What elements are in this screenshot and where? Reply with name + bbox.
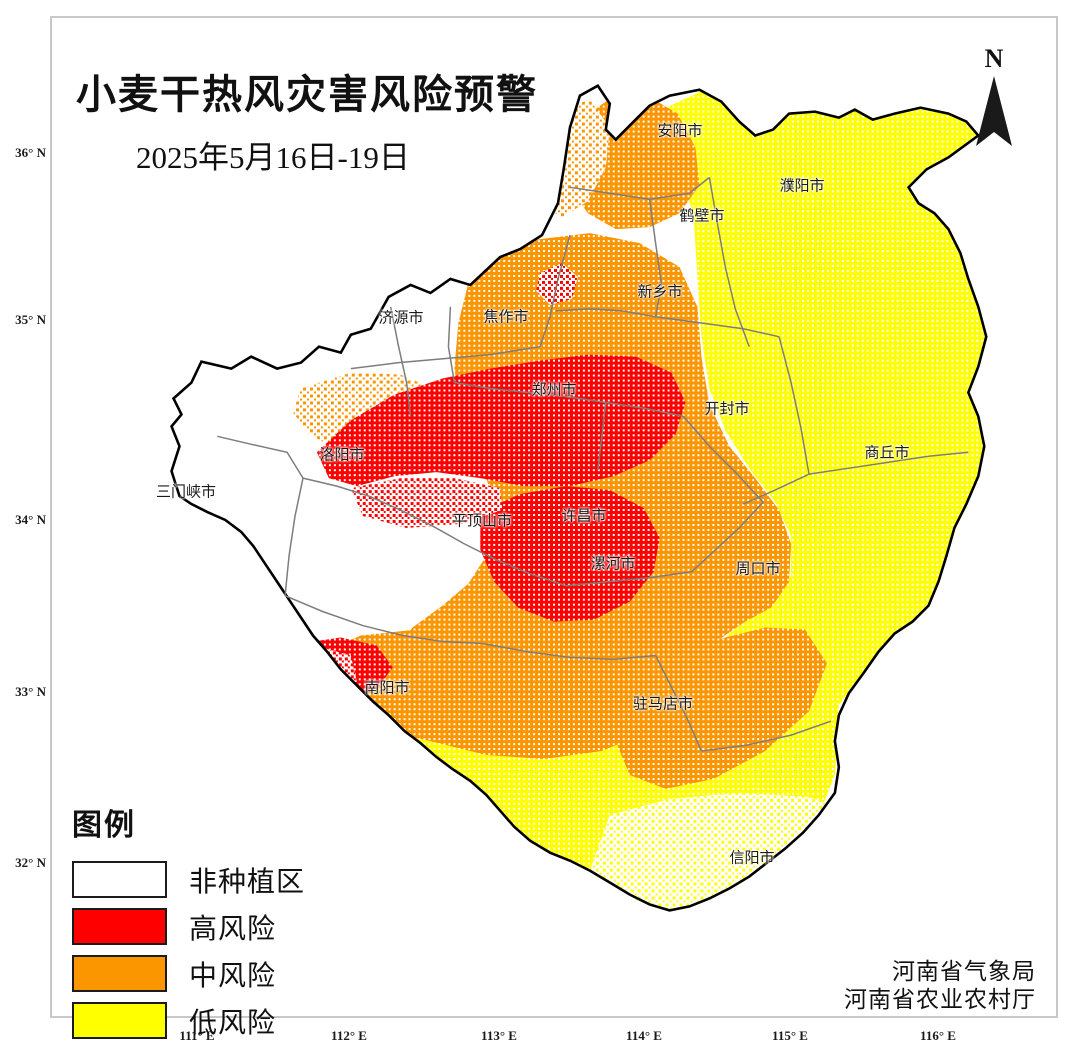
zone-medium-risk-zhumadian — [615, 627, 827, 789]
north-arrow-label: N — [984, 44, 1004, 73]
henan-risk-choropleth — [52, 18, 1056, 1016]
legend-item-non-planting: 非种植区 — [72, 858, 352, 901]
legend-label-medium-risk: 中风险 — [189, 959, 277, 991]
legend-label-high-risk: 高风险 — [189, 912, 277, 944]
y-tick-35: 35° N — [15, 312, 46, 327]
credits: 河南省气象局 河南省农业农村厅 — [844, 957, 1036, 1015]
legend-item-high-risk: 高风险 — [72, 905, 352, 948]
city-borders — [217, 176, 969, 752]
y-tick-33: 33° N — [15, 684, 46, 699]
y-tick-32: 32° N — [15, 855, 46, 870]
legend-item-low-risk: 低风险 — [72, 999, 352, 1042]
x-tick-112: 112° E — [331, 1028, 367, 1043]
legend-swatch-high-risk — [72, 908, 167, 945]
x-tick-113: 113° E — [481, 1028, 517, 1043]
page-title: 小麦干热风灾害风险预警 — [76, 73, 538, 117]
y-tick-36: 36° N — [15, 145, 46, 160]
province-border — [170, 84, 988, 912]
legend-title: 图例 — [72, 809, 136, 842]
legend-swatch-non-planting — [72, 861, 167, 898]
x-tick-114: 114° E — [626, 1028, 662, 1043]
zone-low-risk — [380, 85, 987, 911]
zone-high-risk-pingdingshan — [480, 486, 660, 622]
legend-label-non-planting: 非种植区 — [189, 865, 306, 897]
north-arrow: N — [968, 44, 1020, 148]
credit-line-2: 河南省农业农村厅 — [844, 986, 1036, 1013]
y-tick-34: 34° N — [15, 512, 46, 527]
x-tick-115: 115° E — [772, 1028, 808, 1043]
credit-line-1: 河南省气象局 — [892, 957, 1036, 984]
x-tick-111: 111° E — [179, 1028, 215, 1043]
zone-high-risk-luoyang-speckle — [350, 478, 503, 528]
legend-item-medium-risk: 中风险 — [72, 952, 352, 995]
north-arrow-icon — [976, 76, 1012, 146]
legend-swatch-low-risk — [72, 1002, 167, 1039]
legend-label-low-risk: 低风险 — [189, 1006, 277, 1038]
zone-high-risk-zhengzhou — [316, 354, 686, 487]
map-frame: 安阳市 濮阳市 鹤壁市 新乡市 济源市 焦作市 郑州市 开封市 商丘市 洛阳市 … — [50, 16, 1058, 1018]
legend-swatch-medium-risk — [72, 955, 167, 992]
x-tick-116: 116° E — [920, 1028, 956, 1043]
zone-medium-risk-nanyang — [312, 629, 676, 760]
legend: 图例 非种植区 高风险 中风险 低风险 — [72, 800, 352, 1046]
page-subtitle: 2025年5月16日-19日 — [136, 140, 410, 175]
